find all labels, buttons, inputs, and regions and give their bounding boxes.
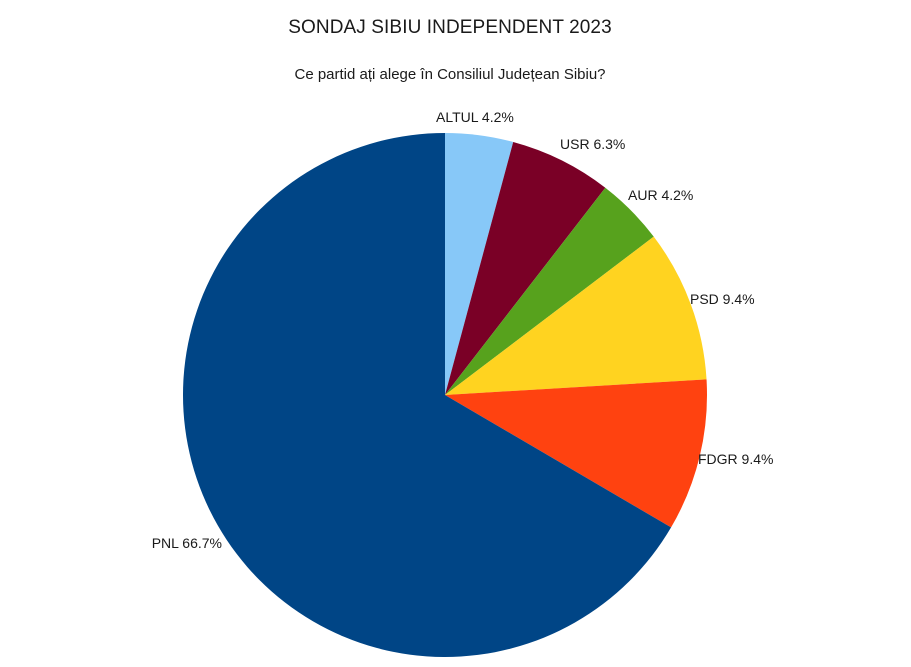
slice-label-pnl: PNL 66.7% bbox=[152, 535, 222, 551]
pie-slices bbox=[182, 133, 708, 657]
slice-label-psd: PSD 9.4% bbox=[690, 291, 755, 307]
pie-slice-fdgr bbox=[445, 379, 708, 528]
slice-label-fdgr: FDGR 9.4% bbox=[698, 451, 773, 467]
pie-slice-altul bbox=[445, 133, 514, 395]
pie-slice-usr bbox=[445, 142, 606, 395]
pie-slice-pnl bbox=[182, 133, 672, 657]
slice-label-aur: AUR 4.2% bbox=[628, 187, 693, 203]
chart-subtitle: Ce partid ați alege în Consiliul Județea… bbox=[294, 66, 606, 83]
pie-labels: ALTUL 4.2% USR 6.3% AUR 4.2% PSD 9.4% FDGR 9… bbox=[152, 109, 774, 551]
slice-label-altul: ALTUL 4.2% bbox=[436, 109, 514, 125]
chart-title: SONDAJ SIBIU INDEPENDENT 2023 bbox=[288, 17, 612, 38]
slice-label-usr: USR 6.3% bbox=[560, 136, 625, 152]
pie-slice-aur bbox=[445, 187, 654, 395]
pie-slice-psd bbox=[445, 236, 707, 395]
